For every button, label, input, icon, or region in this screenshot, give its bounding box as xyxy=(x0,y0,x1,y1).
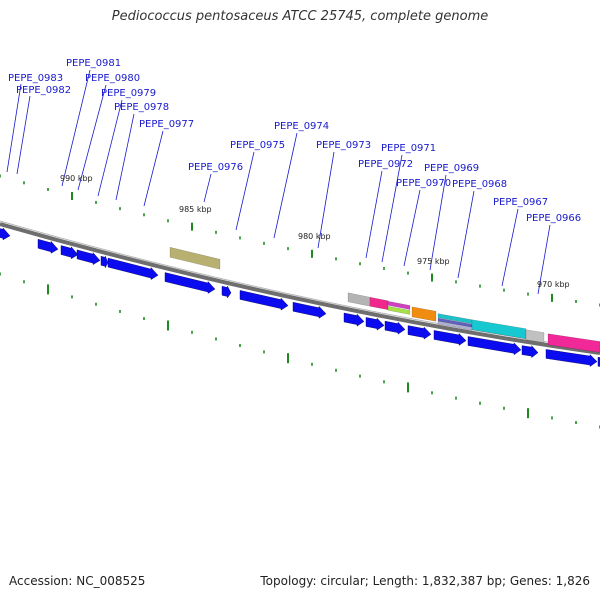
forward-gene xyxy=(60,245,79,260)
gene-label-pepe-0969[interactable]: PEPE_0969 xyxy=(424,163,479,174)
kbp-label-975: 975 kbp xyxy=(417,257,450,266)
gene-label-pepe-0966[interactable]: PEPE_0966 xyxy=(526,213,581,224)
forward-gene xyxy=(365,317,385,331)
forward-gene xyxy=(545,349,598,367)
feature-lime xyxy=(387,305,411,315)
genome-backbone xyxy=(0,222,600,355)
leader-line xyxy=(16,95,31,175)
kbp-label-985: 985 kbp xyxy=(179,205,212,214)
feature-olive xyxy=(169,246,221,270)
gene-label-pepe-0980[interactable]: PEPE_0980 xyxy=(85,73,140,84)
leader-line xyxy=(6,83,22,173)
forward-gene xyxy=(0,227,11,241)
feature-magenta-2 xyxy=(547,333,600,353)
leader-line xyxy=(115,113,135,201)
forward-gene xyxy=(100,255,109,268)
gene-label-pepe-0968[interactable]: PEPE_0968 xyxy=(452,179,507,190)
leader-line xyxy=(381,154,403,263)
gene-label-pepe-0972[interactable]: PEPE_0972 xyxy=(358,159,413,170)
gene-label-pepe-0967[interactable]: PEPE_0967 xyxy=(493,197,548,208)
gene-label-pepe-0973[interactable]: PEPE_0973 xyxy=(316,140,371,151)
label-leader-lines xyxy=(6,69,551,295)
forward-gene xyxy=(221,285,232,299)
leader-line xyxy=(61,69,91,187)
tick-marks xyxy=(0,174,600,429)
gene-label-pepe-0971[interactable]: PEPE_0971 xyxy=(381,143,436,154)
accession-text: Accession: NC_008525 xyxy=(9,574,146,588)
kbp-label-970: 970 kbp xyxy=(537,280,570,289)
forward-gene xyxy=(164,272,216,294)
feature-orange xyxy=(411,306,437,322)
feature-grey-2 xyxy=(525,329,545,343)
feature-purple xyxy=(387,300,411,310)
forward-gene xyxy=(37,238,59,254)
feature-lilac xyxy=(437,320,473,331)
forward-gene xyxy=(433,330,467,346)
forward-gene xyxy=(407,325,432,340)
forward-gene xyxy=(292,301,327,319)
gene-label-pepe-0970[interactable]: PEPE_0970 xyxy=(396,178,451,189)
forward-gene xyxy=(384,320,406,335)
gene-label-pepe-0975[interactable]: PEPE_0975 xyxy=(230,140,285,151)
leader-line xyxy=(537,224,551,295)
leader-line xyxy=(317,151,335,249)
forward-gene xyxy=(521,345,539,359)
leader-line xyxy=(143,130,164,207)
gene-label-pepe-0977[interactable]: PEPE_0977 xyxy=(139,119,194,130)
leader-line xyxy=(457,190,475,279)
leader-line xyxy=(501,208,519,287)
kbp-label-990: 990 kbp xyxy=(60,174,93,183)
gene-features xyxy=(0,227,600,367)
gene-label-pepe-0974[interactable]: PEPE_0974 xyxy=(274,121,329,132)
forward-gene xyxy=(343,312,365,327)
leader-line xyxy=(273,132,298,239)
gene-label-pepe-0981[interactable]: PEPE_0981 xyxy=(66,58,121,69)
forward-gene xyxy=(107,257,159,280)
gene-label-pepe-0982[interactable]: PEPE_0982 xyxy=(16,85,71,96)
map-title: Pediococcus pentosaceus ATCC 25745, comp… xyxy=(111,9,489,24)
leader-line xyxy=(429,174,447,271)
leader-line xyxy=(203,173,212,203)
gene-label-pepe-0978[interactable]: PEPE_0978 xyxy=(114,102,169,113)
leader-line xyxy=(97,99,123,197)
feature-grey xyxy=(347,292,371,307)
gene-label-pepe-0983[interactable]: PEPE_0983 xyxy=(8,73,63,84)
gene-label-pepe-0976[interactable]: PEPE_0976 xyxy=(188,162,243,173)
kbp-label-980: 980 kbp xyxy=(298,232,331,241)
leader-line xyxy=(365,170,383,259)
forward-gene xyxy=(239,290,289,311)
genome-summary-text: Topology: circular; Length: 1,832,387 bp… xyxy=(260,574,590,588)
leader-line xyxy=(403,189,421,267)
forward-gene xyxy=(467,336,522,356)
leader-line xyxy=(235,151,255,231)
gene-label-pepe-0979[interactable]: PEPE_0979 xyxy=(101,88,156,99)
leader-line xyxy=(77,84,107,191)
forward-gene xyxy=(76,249,101,265)
feature-magenta xyxy=(369,296,389,311)
